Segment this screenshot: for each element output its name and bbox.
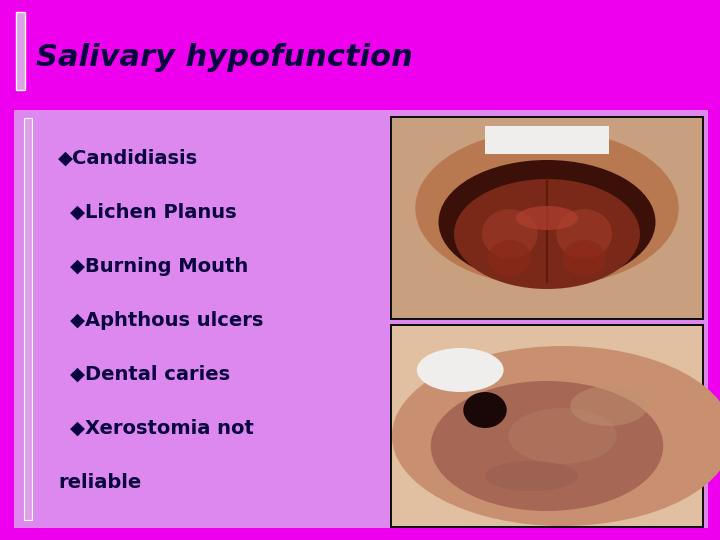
Bar <box>16 12 25 90</box>
Text: reliable: reliable <box>58 472 141 491</box>
Ellipse shape <box>570 386 648 426</box>
Ellipse shape <box>463 392 507 428</box>
Bar <box>10 106 712 530</box>
Ellipse shape <box>482 209 538 259</box>
Text: ◆Dental caries: ◆Dental caries <box>70 364 230 383</box>
Ellipse shape <box>557 209 612 259</box>
Ellipse shape <box>431 381 663 511</box>
Bar <box>392 118 702 318</box>
Ellipse shape <box>438 160 655 284</box>
Bar <box>390 324 704 528</box>
Text: Salivary hypofunction: Salivary hypofunction <box>36 43 413 71</box>
Text: ◆Candidiasis: ◆Candidiasis <box>58 148 198 167</box>
Ellipse shape <box>488 240 531 276</box>
Text: ◆Lichen Planus: ◆Lichen Planus <box>70 202 237 221</box>
Ellipse shape <box>454 179 640 289</box>
Bar <box>392 326 702 526</box>
Bar <box>390 116 704 320</box>
Ellipse shape <box>508 408 617 464</box>
Text: ◆Aphthous ulcers: ◆Aphthous ulcers <box>70 310 264 329</box>
Text: ◆Burning Mouth: ◆Burning Mouth <box>70 256 248 275</box>
Ellipse shape <box>485 461 578 491</box>
Ellipse shape <box>415 130 679 286</box>
Bar <box>14 110 708 528</box>
Ellipse shape <box>392 346 720 526</box>
Ellipse shape <box>417 348 503 392</box>
Ellipse shape <box>562 240 606 276</box>
Bar <box>485 126 609 154</box>
Text: ◆Xerostomia not: ◆Xerostomia not <box>70 418 254 437</box>
Bar <box>24 118 32 520</box>
Ellipse shape <box>516 206 578 230</box>
